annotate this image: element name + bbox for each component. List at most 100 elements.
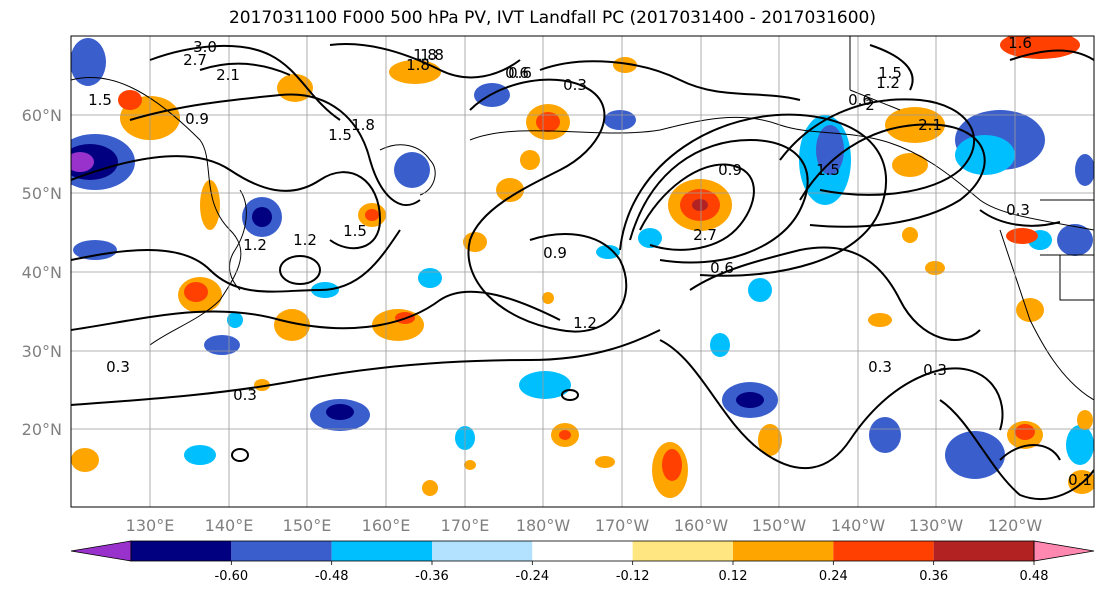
longitude-label: 140°E xyxy=(205,516,254,535)
colorbar-segment xyxy=(933,541,1034,561)
fill-positive xyxy=(925,261,945,275)
fill-positive xyxy=(464,460,476,470)
fill-positive xyxy=(536,112,560,132)
pv-contours xyxy=(71,43,1094,500)
fill-negative xyxy=(204,335,240,355)
longitude-label: 150°E xyxy=(283,516,332,535)
colorbar-tick-label: -0.12 xyxy=(616,569,650,584)
fill-positive xyxy=(542,292,554,304)
contour-label: 0.9 xyxy=(543,244,567,262)
contour-line xyxy=(999,444,1061,461)
fill-negative xyxy=(73,240,117,260)
fill-negative xyxy=(394,152,430,188)
fill-positive xyxy=(692,199,708,211)
fill-negative xyxy=(519,371,571,399)
contour-label: 0.1 xyxy=(1068,471,1092,489)
contour-label: 1.8 xyxy=(420,46,444,64)
longitude-label: 140°W xyxy=(831,516,886,535)
fill-negative xyxy=(710,333,730,357)
fill-negative xyxy=(71,38,106,86)
fill-negative xyxy=(748,278,772,302)
colorbar-segment xyxy=(231,541,332,561)
contour-label: 2 xyxy=(865,96,875,114)
contour-label: 0.3 xyxy=(1006,201,1030,219)
latitude-label: 50°N xyxy=(22,184,62,203)
contour-label: 0.3 xyxy=(563,76,587,94)
fill-negative xyxy=(1057,224,1093,256)
fill-positive xyxy=(613,57,637,73)
contour-label: 0.6 xyxy=(505,64,529,82)
colorbar-segment xyxy=(833,541,934,561)
colorbar-tick-label: 0.12 xyxy=(719,569,748,584)
coastline-north-america xyxy=(999,229,1094,401)
contour-label: 0.3 xyxy=(106,358,130,376)
contour-label: 1.2 xyxy=(243,236,267,254)
latitude-label: 40°N xyxy=(22,263,62,282)
map-title: 2017031100 F000 500 hPa PV, IVT Landfall… xyxy=(228,8,876,28)
colorbar-tick-label: 0.36 xyxy=(919,569,948,584)
fill-positive xyxy=(902,227,918,243)
latitude-labels: 60°N 50°N 40°N 30°N 20°N xyxy=(22,106,62,439)
contour-line xyxy=(71,155,382,250)
colorbar-tick-label: -0.24 xyxy=(516,569,550,584)
colorbar: -0.60 -0.48 -0.36 -0.24 -0.12 0.12 0.24 0.36 0.4… xyxy=(70,540,1095,584)
latitude-label: 30°N xyxy=(22,342,62,361)
longitude-label: 130°W xyxy=(909,516,964,535)
fill-positive xyxy=(184,282,208,302)
fill-positive xyxy=(71,448,99,472)
contour-line xyxy=(539,60,801,101)
gridlines xyxy=(71,36,1094,507)
contour-label: 1.8 xyxy=(351,116,375,134)
fill-positive xyxy=(868,313,892,327)
colorbar-tick-label: 0.48 xyxy=(1020,569,1049,584)
latitude-label: 20°N xyxy=(22,420,62,439)
contour-label: 1.8 xyxy=(406,56,430,74)
fill-negative xyxy=(1066,425,1094,465)
contour-line xyxy=(467,78,628,333)
colorbar-segment xyxy=(532,541,633,561)
contour-label: 1.2 xyxy=(293,231,317,249)
coastline-kamchatka xyxy=(379,144,436,196)
contour-line xyxy=(231,448,249,462)
contour-line xyxy=(639,163,755,251)
contour-label: 1.2 xyxy=(573,314,597,332)
contour-label: 1.5 xyxy=(878,64,902,82)
longitude-label: 160°W xyxy=(674,516,729,535)
coastline-japan xyxy=(229,189,247,291)
fill-negative xyxy=(604,110,636,130)
colorbar-frame xyxy=(130,540,1035,562)
colorbar-segment xyxy=(432,541,533,561)
longitude-label: 180°W xyxy=(516,516,571,535)
fill-positive xyxy=(422,480,438,496)
fill-negative xyxy=(596,245,620,259)
fill-positive xyxy=(365,209,379,221)
fill-positive xyxy=(1000,36,1080,59)
contour-label: 2.1 xyxy=(918,116,942,134)
contour-label: 1.5 xyxy=(88,91,112,109)
contour-line xyxy=(629,138,809,264)
fill-positive xyxy=(274,309,310,341)
fill-negative xyxy=(736,392,764,408)
contour-label: 0.9 xyxy=(718,161,742,179)
fill-negative xyxy=(869,417,901,453)
contour-line xyxy=(689,246,981,341)
latitude-label: 60°N xyxy=(22,106,62,125)
fill-positive xyxy=(1006,228,1038,244)
fill-negative xyxy=(945,431,1005,479)
fill-positive xyxy=(463,232,487,252)
contour-label: 0.3 xyxy=(868,358,892,376)
fill-positive xyxy=(595,456,615,468)
contour-line xyxy=(71,290,561,331)
fill-negative xyxy=(227,312,243,328)
borders xyxy=(1040,199,1094,301)
fill-positive xyxy=(389,60,441,84)
fill-negative xyxy=(816,125,844,175)
colorbar-extend-max xyxy=(1033,540,1095,562)
fill-negative xyxy=(1075,154,1094,186)
fill-negative xyxy=(638,228,662,248)
contour-line xyxy=(199,62,291,76)
contour-label: 1.6 xyxy=(1008,34,1032,52)
contour-line xyxy=(129,93,421,206)
fill-negative xyxy=(418,268,442,288)
